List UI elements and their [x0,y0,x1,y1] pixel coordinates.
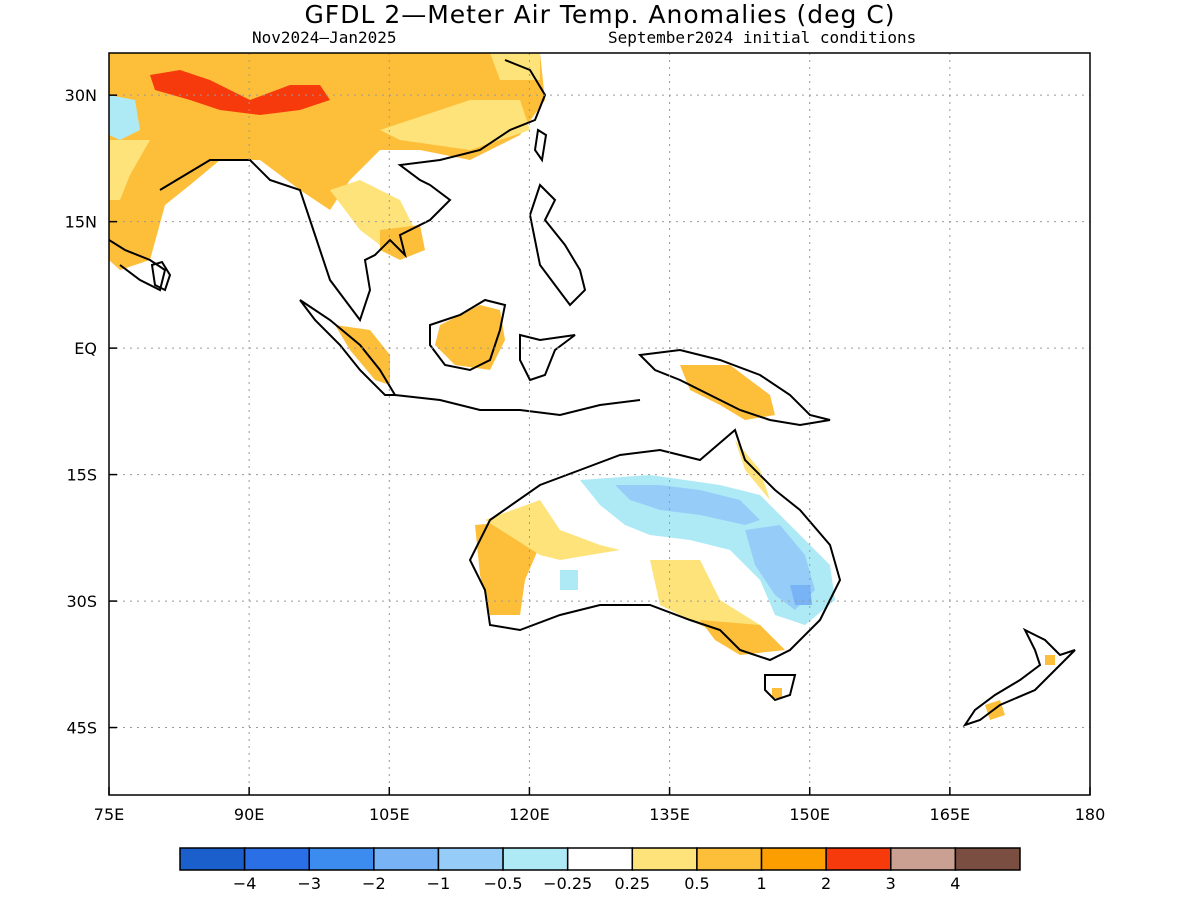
lon-tick-label: 135E [649,805,690,824]
anomaly-shading [109,53,1055,720]
colorbar: −4 −3 −2 −1 −0.5 −0.25 0.25 0.5 1 2 3 4 [179,847,1021,893]
colorbar-label: 1 [756,874,766,893]
colorbar-label: −3 [297,874,321,893]
borneo-coastline [429,298,507,372]
colorbar-label: −4 [233,874,257,893]
colorbar-label: 4 [950,874,960,893]
colorbar-swatch [566,847,634,871]
sumatra-coastline [299,299,397,396]
colorbar-swatch [308,847,375,871]
australia-mild-warm [485,440,785,650]
lat-tick-label: 30S [66,592,97,611]
colorbar-swatch [631,847,698,871]
colorbar-swatch [437,847,504,871]
coastlines [109,59,1076,727]
new-guinea-warm-anomaly [680,365,775,420]
colorbar-label: −1 [427,874,451,893]
australia-coastline [468,428,842,662]
australia-coolest [790,585,812,605]
colorbar-label: 3 [886,874,896,893]
australia-cooler [615,485,815,610]
new-zealand-warm [985,655,1055,720]
colorbar-label: 2 [821,874,831,893]
map-frame [108,52,1091,796]
lat-tick-label: EQ [74,339,97,358]
philippines-coastline [528,183,587,307]
colorbar-swatch [696,847,763,871]
colorbar-swatch [825,847,892,871]
lat-tick-label: 15N [65,213,97,232]
lat-tick-label: 45S [66,719,97,738]
lon-tick-label: 165E [930,805,971,824]
new-guinea-coastline [637,348,831,427]
gridlines [109,53,1090,795]
lat-tick-label: 15S [66,466,97,485]
sumatra-warm-anomaly [335,325,390,385]
lon-tick-label: 105E [369,805,410,824]
colorbar-label: 0.5 [684,874,709,893]
colorbar-swatch [502,847,569,871]
sri-lanka-coastline [150,260,172,292]
colorbar-swatch [760,847,827,871]
lon-tick-label: 150E [789,805,830,824]
map-background [109,53,1090,795]
sulawesi-coastline [519,333,576,382]
lon-tick-label: 75E [94,805,124,824]
australia-base [470,430,840,660]
tasmania-warm [772,688,782,698]
tasmania-coastline [764,674,797,702]
australia-south-warm [700,620,785,655]
java-coastline [394,394,641,417]
himalaya-hot-anomaly [150,70,330,115]
colorbar-label: −0.25 [543,874,592,893]
lon-tick-label: 90E [234,805,264,824]
colorbar-swatch [890,847,957,871]
taiwan-coastline [533,128,548,163]
colorbar-label: −2 [362,874,386,893]
initial-conditions: September2024 initial conditions [608,28,917,47]
india-cool-anomaly [109,95,140,140]
colorbar-swatch [243,847,310,871]
colorbar-label: −0.5 [484,874,523,893]
lon-tick-label: 180 [1075,805,1106,824]
borneo-warm-anomaly [435,305,505,370]
new-zealand-coastline [962,627,1076,727]
colorbar-label: 0.25 [614,874,650,893]
colorbar-swatch [373,847,440,871]
lon-tick-label: 120E [509,805,550,824]
forecast-period: Nov2024—Jan2025 [252,28,397,47]
axis-ticks: 30N 15N EQ 15S 30S 45S 75E 90E 105E 120E 135E 150E 1… [65,86,1106,824]
map-title: GFDL 2—Meter Air Temp. Anomalies (deg C) [304,0,896,29]
colorbar-swatch [179,847,246,871]
colorbar-swatch [954,847,1021,871]
asia-coastline [109,59,547,323]
australia-small-cool [560,570,578,590]
lat-tick-label: 30N [65,86,97,105]
